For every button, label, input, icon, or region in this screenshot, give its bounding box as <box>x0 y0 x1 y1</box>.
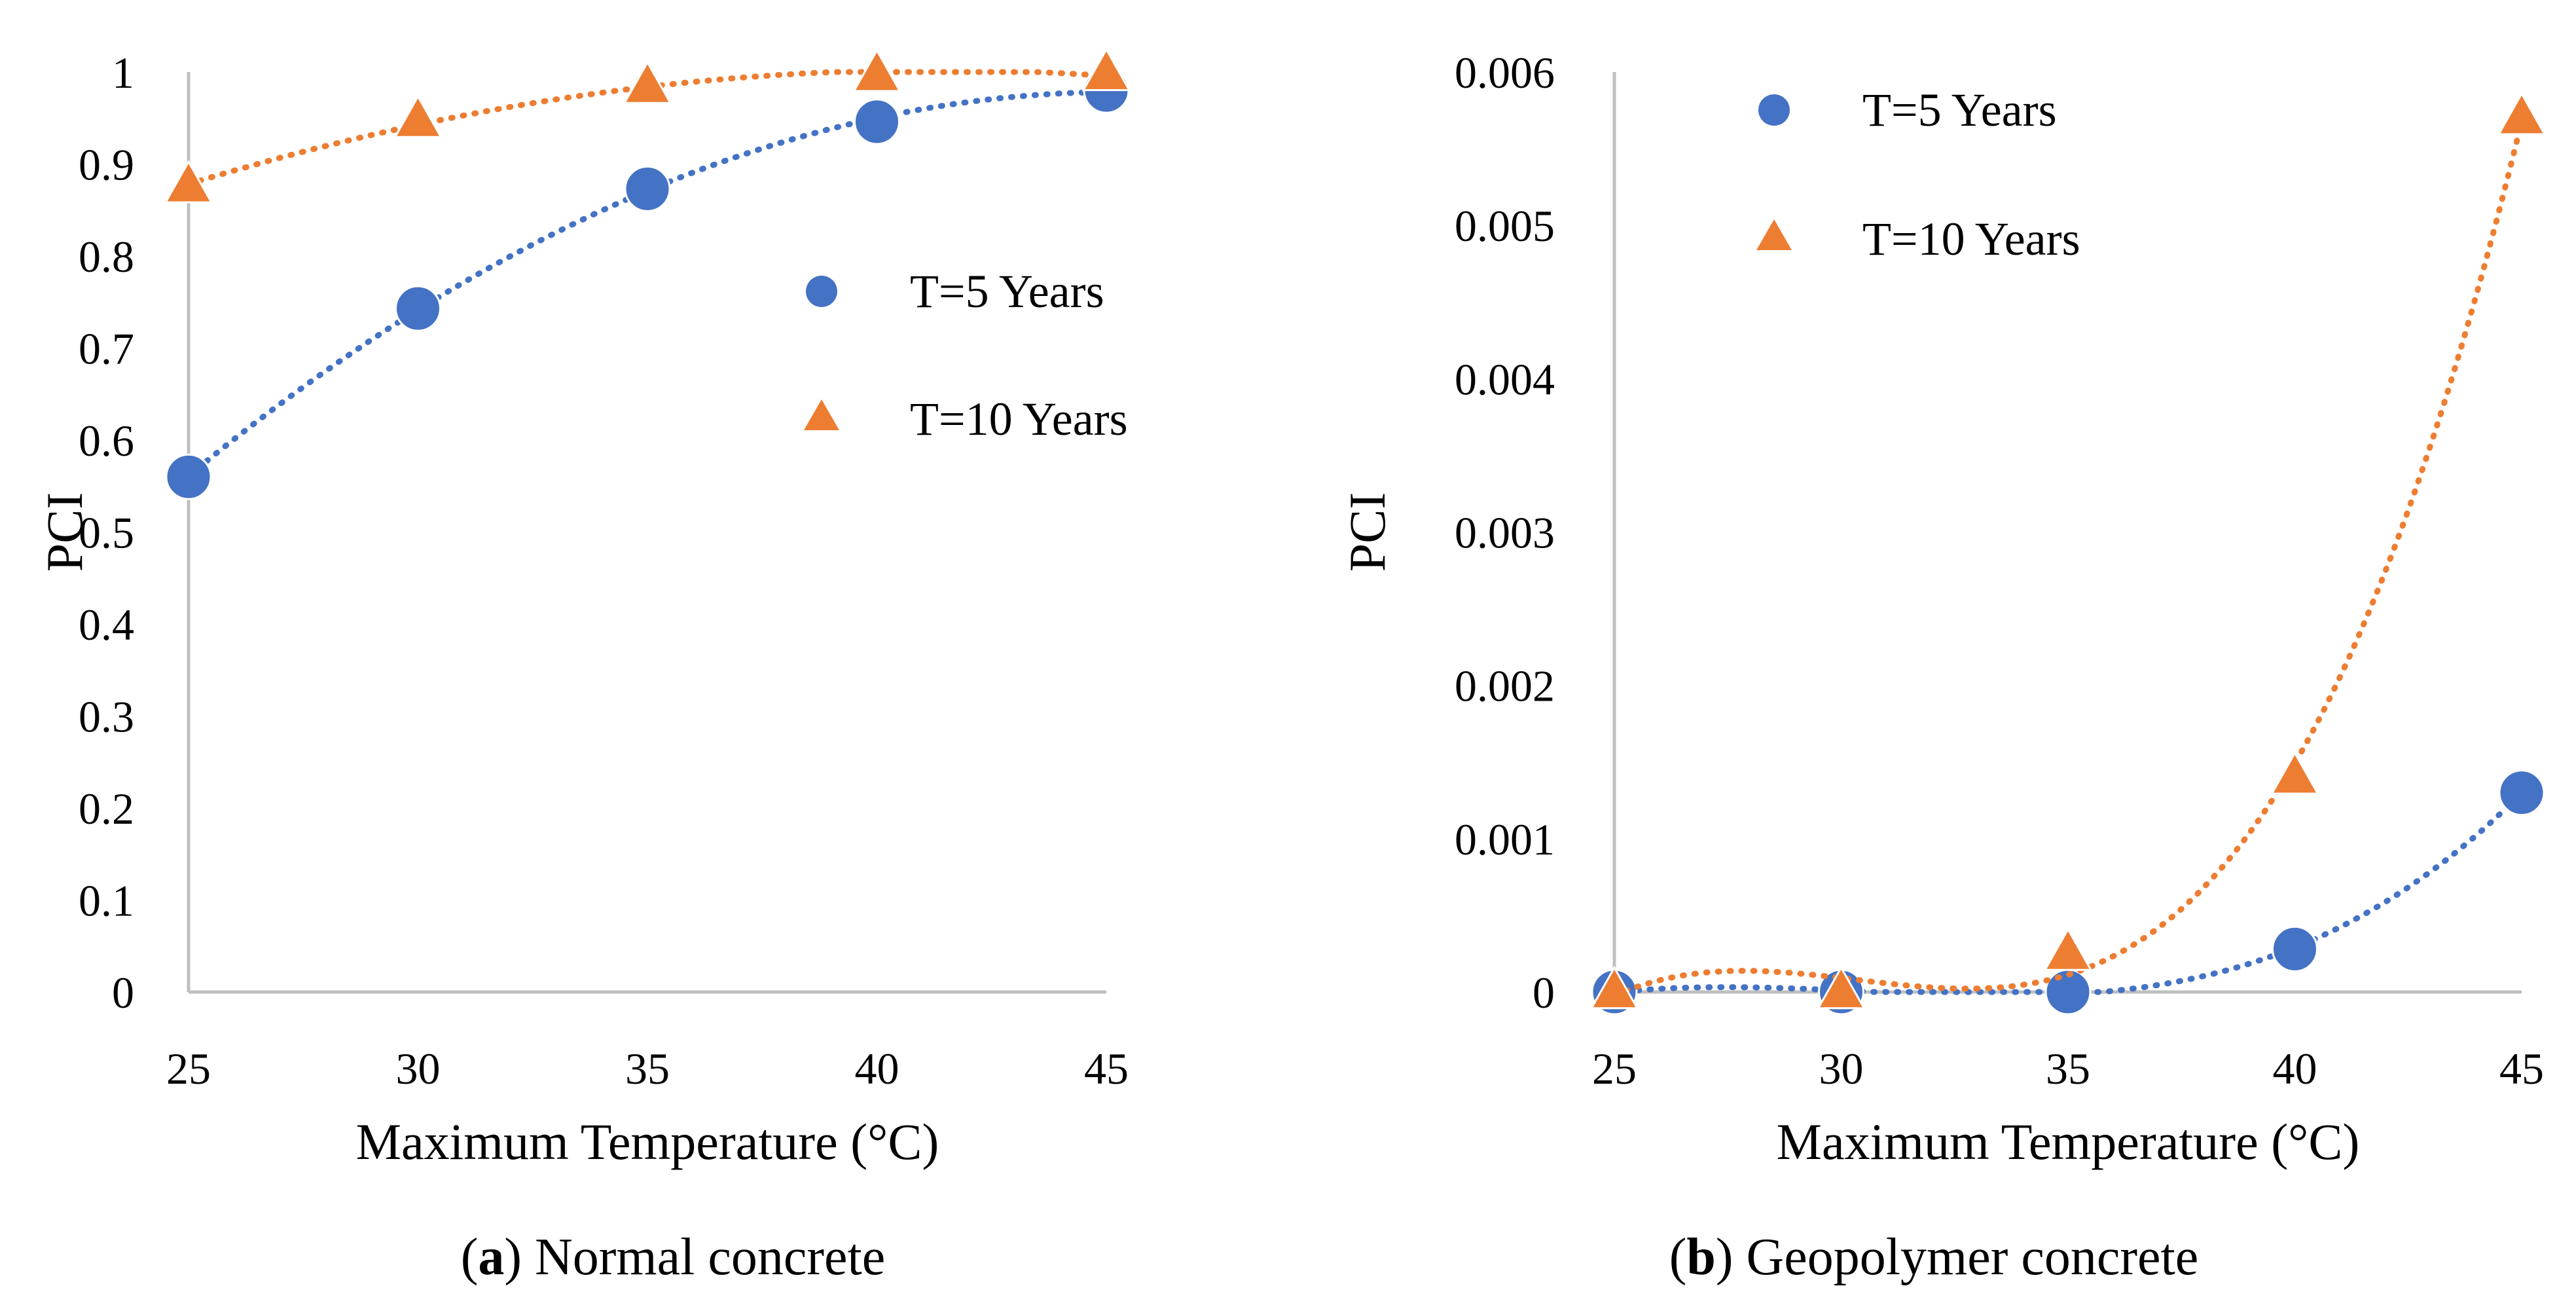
chart-normal-concrete: 0 0.1 0.2 0.3 0.4 0.5 0.6 0.7 0.8 0.9 1 25 30 35 40 45 M… <box>36 47 1131 1170</box>
x-tick-label: 35 <box>2046 1044 2090 1094</box>
y-tick-label: 0.003 <box>1455 508 1555 558</box>
y-tick-label: 0.002 <box>1455 661 1555 711</box>
data-point-t10 <box>393 94 443 138</box>
y-tick-label: 0 <box>1533 968 1555 1018</box>
data-point-t10 <box>2043 927 2093 971</box>
y-tick-label: 0.001 <box>1455 815 1555 864</box>
y-tick-label: 0.2 <box>79 784 134 834</box>
caption-b: (b) Geopolymer concrete <box>1669 1228 2199 1286</box>
y-tick-label: 0.006 <box>1455 48 1555 98</box>
data-point-t10 <box>1816 965 1866 1010</box>
data-point-t10 <box>1081 47 1131 92</box>
y-axis-title: PCI <box>36 492 93 572</box>
trendline-t10 <box>1611 119 2525 995</box>
x-axis-title: Maximum Temperature (°C) <box>356 1113 939 1170</box>
y-tick-label: 0.7 <box>79 324 134 374</box>
data-point-t10 <box>164 159 213 204</box>
legend-marker-t5 <box>806 276 837 307</box>
y-tick-label: 0.6 <box>79 416 134 466</box>
legend-label-t10: T=10 Years <box>1862 213 2080 265</box>
y-tick-label: 0.005 <box>1455 201 1555 251</box>
y-axis-title: PCI <box>1339 492 1396 572</box>
y-tick-label: 0.4 <box>79 600 134 650</box>
x-tick-label: 40 <box>855 1044 899 1094</box>
y-tick-label: 0.8 <box>79 232 134 282</box>
legend-marker-t10 <box>1756 219 1792 250</box>
data-point-t10 <box>2270 750 2320 795</box>
x-tick-label: 25 <box>166 1044 211 1094</box>
legend-label-t10: T=10 Years <box>910 393 1128 445</box>
legend-label-t5: T=5 Years <box>910 265 1104 318</box>
y-tick-label: 0.1 <box>79 876 134 926</box>
y-tick-label: 0.3 <box>79 692 134 742</box>
y-tick-label: 0.9 <box>79 140 134 190</box>
data-point-t5 <box>165 453 212 500</box>
data-point-t5 <box>854 98 900 145</box>
data-point-t5 <box>2272 925 2318 972</box>
y-tick-label: 0 <box>112 968 134 1018</box>
x-tick-label: 25 <box>1592 1044 1637 1094</box>
data-point-t10 <box>1589 965 1639 1010</box>
caption-b-letter: b <box>1686 1228 1716 1286</box>
x-tick-label: 35 <box>625 1044 670 1094</box>
data-point-t5 <box>624 165 671 212</box>
data-point-t10 <box>852 48 902 92</box>
data-point-t5 <box>395 285 441 332</box>
legend-marker-t10 <box>804 399 839 430</box>
x-tick-label: 45 <box>2499 1044 2544 1094</box>
caption-a: (a) Normal concrete <box>461 1228 886 1286</box>
x-axis-title: Maximum Temperature (°C) <box>1777 1113 2360 1170</box>
y-tick-label: 0.004 <box>1455 354 1555 404</box>
y-tick-label: 0.5 <box>79 508 134 558</box>
data-point-t10 <box>623 60 672 104</box>
x-tick-label: 45 <box>1084 1044 1129 1094</box>
x-tick-label: 30 <box>396 1044 441 1094</box>
y-tick-label: 1 <box>112 48 134 98</box>
legend-marker-t5 <box>1758 94 1790 126</box>
x-tick-label: 40 <box>2273 1044 2317 1094</box>
x-tick-label: 30 <box>1819 1044 1864 1094</box>
caption-a-letter: a <box>478 1228 504 1286</box>
legend-label-t5: T=5 Years <box>1862 84 2057 136</box>
data-point-t5 <box>2498 769 2545 817</box>
data-point-t10 <box>2497 91 2547 136</box>
trendline-t5 <box>1611 790 2525 995</box>
chart-geopolymer-concrete: 0 0.001 0.002 0.003 0.004 0.005 0.006 25 30 35 40 4… <box>1339 48 2547 1170</box>
